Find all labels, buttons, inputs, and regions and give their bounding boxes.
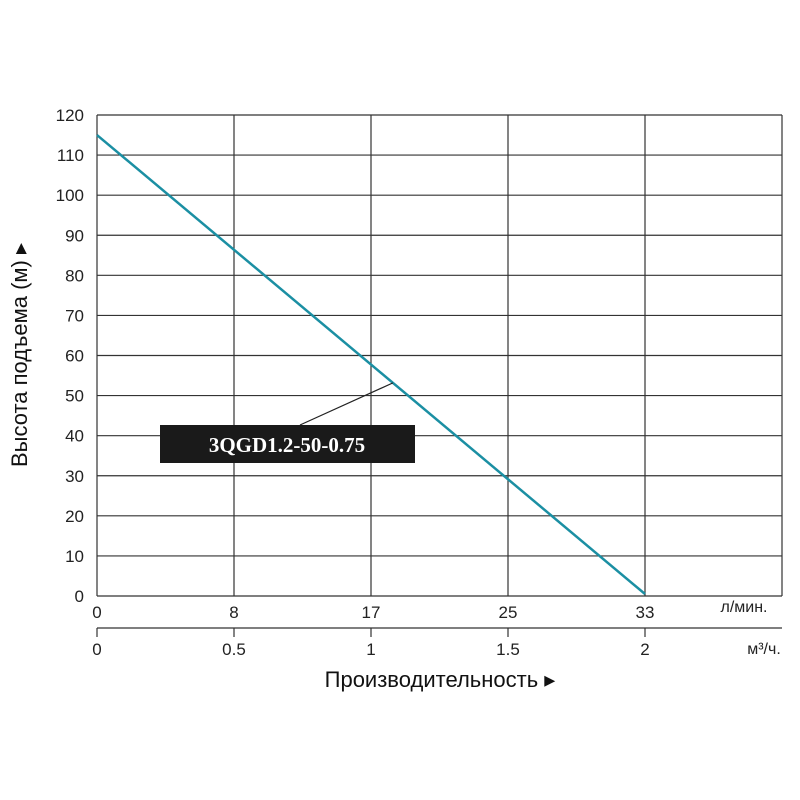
series-curve bbox=[96, 134, 646, 595]
x-m3h-unit: м³/ч. bbox=[747, 641, 781, 658]
y-tick-label: 100 bbox=[56, 186, 84, 205]
leader-line bbox=[299, 382, 394, 426]
y-tick-label: 80 bbox=[65, 266, 84, 285]
y-tick-label: 90 bbox=[65, 226, 84, 245]
series-label-box bbox=[160, 425, 415, 463]
y-tick-label: 110 bbox=[57, 146, 84, 165]
y-tick-label: 10 bbox=[65, 547, 84, 566]
y-tick-label: 30 bbox=[65, 467, 84, 486]
x-m3h-tick-labels: 0 0.5 1 1.5 2 bbox=[92, 640, 649, 659]
series-label: 3QGD1.2-50-0.75 bbox=[209, 433, 365, 457]
x-lpm-tick-label: 33 bbox=[636, 603, 655, 622]
x-lpm-tick-labels: 0 8 17 25 33 bbox=[92, 603, 654, 622]
y-tick-labels: 0 10 20 30 40 50 60 70 80 90 100 110 120 bbox=[56, 106, 84, 606]
x-lpm-tick-label: 8 bbox=[229, 603, 238, 622]
x-m3h-tick-label: 1.5 bbox=[496, 640, 520, 659]
grid bbox=[96, 114, 783, 637]
y-tick-label: 60 bbox=[65, 347, 84, 366]
x-lpm-tick-label: 25 bbox=[499, 603, 518, 622]
y-tick-label: 20 bbox=[65, 507, 84, 526]
y-tick-label: 40 bbox=[65, 427, 84, 446]
y-axis-title: Высота подъема (м) ▸ bbox=[7, 243, 32, 467]
x-m3h-tick-label: 0.5 bbox=[222, 640, 246, 659]
y-tick-label: 70 bbox=[65, 306, 84, 325]
x-lpm-tick-label: 17 bbox=[362, 603, 381, 622]
x-lpm-tick-label: 0 bbox=[92, 603, 101, 622]
x-m3h-tick-label: 2 bbox=[640, 640, 649, 659]
x-m3h-tick-label: 0 bbox=[92, 640, 101, 659]
y-tick-label: 120 bbox=[56, 106, 84, 125]
x-lpm-unit: л/мин. bbox=[721, 599, 768, 616]
y-tick-label: 50 bbox=[65, 387, 84, 406]
y-tick-label: 0 bbox=[75, 587, 84, 606]
x-m3h-tick-label: 1 bbox=[366, 640, 375, 659]
x-axis-title: Производительность ▸ bbox=[325, 667, 556, 692]
